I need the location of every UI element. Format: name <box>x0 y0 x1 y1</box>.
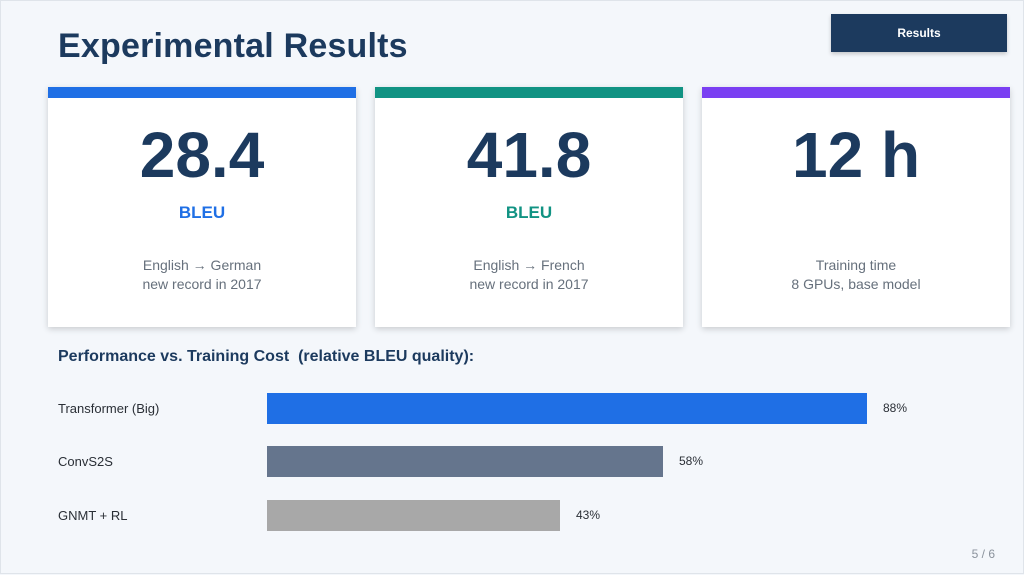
results-button[interactable]: Results <box>831 14 1007 52</box>
bar <box>267 500 560 531</box>
bar <box>267 393 867 424</box>
page-title: Experimental Results <box>58 27 408 65</box>
metric-description: English → French new record in 2017 <box>375 256 683 294</box>
metric-description-line1: English → French <box>473 257 585 273</box>
metric-description-line2: 8 GPUs, base model <box>791 276 921 292</box>
metric-value: 12 h <box>791 119 921 191</box>
bar-label: ConvS2S <box>58 454 113 469</box>
card-accent-bar <box>48 87 356 98</box>
metric-card-en-de: 28.4 BLEU English → German new record in… <box>48 87 356 327</box>
metric-description-line1: Training time <box>815 257 897 273</box>
bar-label: Transformer (Big) <box>58 401 160 416</box>
bar-value-label: 58% <box>679 454 704 468</box>
metric-description-line1: English → German <box>142 257 262 273</box>
metric-description-line2: new record in 2017 <box>142 276 262 292</box>
card-accent-bar <box>375 87 683 98</box>
chart-title: Performance vs. Training Cost (relative … <box>58 348 475 365</box>
metric-value: 28.4 <box>139 119 265 191</box>
metric-unit: BLEU <box>178 203 226 222</box>
bar-label: GNMT + RL <box>58 508 128 523</box>
metric-description-line2: new record in 2017 <box>469 276 589 292</box>
metric-description: Training time 8 GPUs, base model <box>702 256 1010 294</box>
bar <box>267 446 663 477</box>
metric-card-en-fr: 41.8 BLEU English → French new record in… <box>375 87 683 327</box>
metric-value: 41.8 <box>466 119 592 191</box>
metric-card-training-time: 12 h Training time 8 GPUs, base model <box>702 87 1010 327</box>
metric-unit: BLEU <box>505 203 553 222</box>
bar-value-label: 88% <box>883 401 908 415</box>
bar-value-label: 43% <box>576 508 601 522</box>
metric-description: English → German new record in 2017 <box>48 256 356 294</box>
page-number: 5 / 6 <box>971 547 995 561</box>
card-accent-bar <box>702 87 1010 98</box>
